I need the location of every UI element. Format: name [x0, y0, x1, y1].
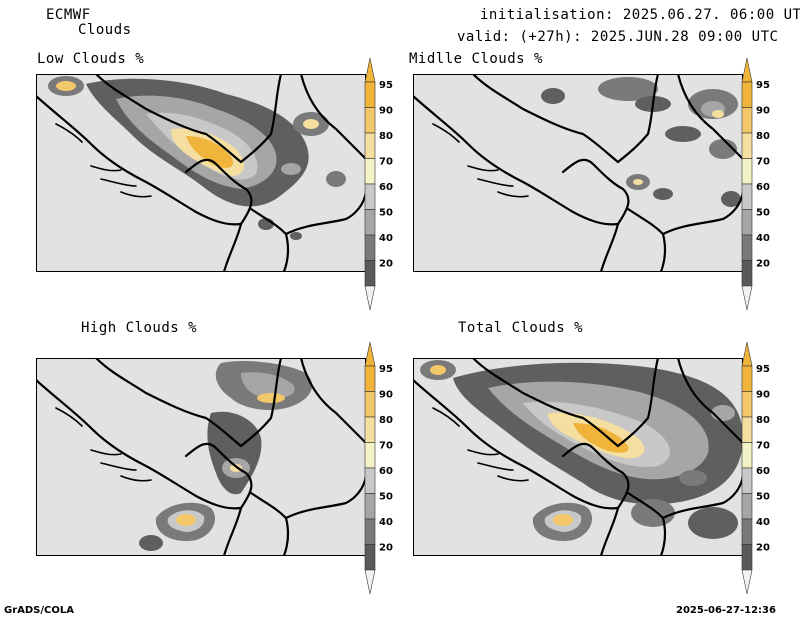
- initialisation-label: initialisation: 2025.06.27. 06:00 UTC: [480, 7, 800, 23]
- colorbar-tick-label: 80: [756, 415, 770, 426]
- colorbar-tick-label: 90: [756, 390, 770, 401]
- colorbar-swatch: [364, 467, 376, 494]
- colorbar-top-arrow: [364, 341, 376, 367]
- colorbar-swatch: [364, 183, 376, 210]
- colorbar-swatch: [741, 158, 753, 185]
- colorbar-tick-label: 60: [379, 466, 393, 477]
- map-panel-low: [36, 74, 366, 272]
- colorbar-swatch: [364, 107, 376, 134]
- colorbar-swatch: [364, 158, 376, 185]
- colorbar-tick-label: 40: [756, 517, 770, 528]
- colorbar-swatch: [364, 132, 376, 159]
- low-cloud-field: [48, 76, 346, 240]
- map-background: [413, 74, 743, 272]
- footer-software-label: GrADS/COLA: [4, 605, 74, 616]
- colorbar-tick-label: 90: [379, 390, 393, 401]
- colorbar-swatch: [364, 442, 376, 469]
- colorbar-tick-label: 80: [379, 415, 393, 426]
- colorbar-tick-label: 80: [756, 131, 770, 142]
- colorbar-swatch: [741, 260, 753, 287]
- valid-label: valid: (+27h): 2025.JUN.28 09:00 UTC: [457, 29, 779, 45]
- colorbar-swatch: [741, 391, 753, 418]
- colorbar-tick-label: 70: [379, 157, 393, 168]
- colorbar-swatch: [741, 209, 753, 236]
- colorbar-tick-label: 70: [379, 441, 393, 452]
- colorbar-swatch: [364, 416, 376, 443]
- colorbar-tick-label: 40: [379, 233, 393, 244]
- colorbar-tick-label: 50: [756, 208, 770, 219]
- colorbar-tick-label: 60: [756, 182, 770, 193]
- colorbar-swatch: [741, 416, 753, 443]
- colorbar-tick-label: 40: [756, 233, 770, 244]
- product-label: Clouds: [78, 22, 132, 38]
- colorbar-top-arrow: [741, 57, 753, 83]
- colorbar-high: 95 90 80 70 60 50 40 20: [364, 341, 393, 595]
- colorbar-swatch: [741, 107, 753, 134]
- colorbar-bottom-arrow: [364, 285, 376, 311]
- colorbar-top-arrow: [364, 57, 376, 83]
- colorbar-tick-label: 50: [379, 492, 393, 503]
- colorbar-swatch: [364, 260, 376, 287]
- colorbar-low: 95 90 80 70 60 50 40 20: [364, 57, 393, 311]
- colorbar-tick-label: 95: [379, 80, 393, 91]
- colorbar-swatch: [741, 544, 753, 571]
- panel-title-total: Total Clouds %: [458, 320, 584, 336]
- colorbar-swatch: [364, 81, 376, 108]
- colorbar-bottom-arrow: [741, 285, 753, 311]
- colorbar-tick-label: 95: [756, 80, 770, 91]
- colorbar-swatch: [364, 518, 376, 545]
- colorbar-tick-label: 50: [379, 208, 393, 219]
- colorbar-swatch: [741, 365, 753, 392]
- footer-timestamp-label: 2025-06-27-12:36: [676, 605, 776, 616]
- colorbar-swatch: [741, 183, 753, 210]
- colorbar-swatch: [741, 442, 753, 469]
- colorbar-tick-label: 40: [379, 517, 393, 528]
- panel-title-low: Low Clouds %: [37, 51, 145, 67]
- colorbar-swatch: [741, 81, 753, 108]
- colorbar-swatch: [741, 467, 753, 494]
- colorbar-tick-label: 70: [756, 441, 770, 452]
- colorbar-swatch: [364, 544, 376, 571]
- colorbar-tick-label: 95: [756, 364, 770, 375]
- colorbar-tick-label: 80: [379, 131, 393, 142]
- colorbar-swatch: [364, 209, 376, 236]
- colorbar-tick-label: 90: [756, 106, 770, 117]
- colorbar-swatch: [741, 518, 753, 545]
- middle-cloud-field: [541, 77, 741, 207]
- colorbar-swatch: [741, 234, 753, 261]
- colorbar-top-arrow: [741, 341, 753, 367]
- colorbar-total: 95 90 80 70 60 50 40 20: [741, 341, 770, 595]
- panel-title-middle: Midlle Clouds %: [409, 51, 543, 67]
- panel-title-high: High Clouds %: [81, 320, 198, 336]
- colorbar-middle: 95 90 80 70 60 50 40 20: [741, 57, 770, 311]
- colorbar-swatch: [364, 234, 376, 261]
- colorbar-tick-label: 20: [379, 259, 393, 270]
- map-panel-high: [36, 358, 366, 556]
- colorbar-tick-label: 20: [756, 543, 770, 554]
- map-panel-total: [413, 358, 743, 556]
- model-label: ECMWF: [46, 7, 91, 23]
- colorbar-tick-label: 20: [379, 543, 393, 554]
- colorbar-bottom-arrow: [741, 569, 753, 595]
- colorbar-swatch: [364, 365, 376, 392]
- colorbar-tick-label: 20: [756, 259, 770, 270]
- map-panel-middle: [413, 74, 743, 272]
- colorbar-swatch: [364, 493, 376, 520]
- colorbar-swatch: [741, 132, 753, 159]
- colorbar-swatch: [741, 493, 753, 520]
- colorbar-tick-label: 50: [756, 492, 770, 503]
- colorbar-tick-label: 60: [756, 466, 770, 477]
- colorbar-bottom-arrow: [364, 569, 376, 595]
- colorbar-tick-label: 90: [379, 106, 393, 117]
- colorbar-tick-label: 70: [756, 157, 770, 168]
- colorbar-swatch: [364, 391, 376, 418]
- colorbar-tick-label: 95: [379, 364, 393, 375]
- colorbar-tick-label: 60: [379, 182, 393, 193]
